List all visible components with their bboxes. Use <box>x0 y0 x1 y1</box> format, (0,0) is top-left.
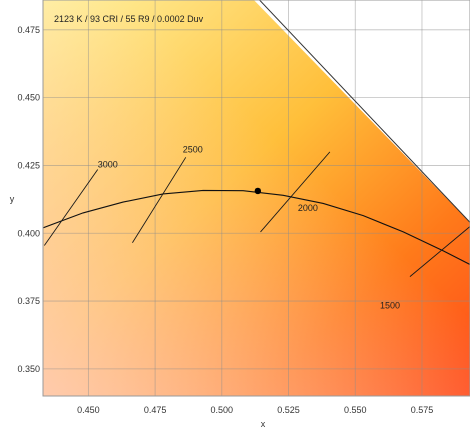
isotherm-lines: 3000 2500 2000 1500 <box>43 144 470 311</box>
y-tick-label: 0.375 <box>17 296 40 306</box>
y-axis-label: y <box>10 194 15 204</box>
measured-point <box>254 187 262 195</box>
x-tick-label: 0.500 <box>211 405 234 415</box>
isotherm-label: 2500 <box>183 144 203 154</box>
isotherm-label: 2000 <box>298 203 318 213</box>
x-tick-label: 0.525 <box>277 405 300 415</box>
y-tick-label: 0.400 <box>17 228 40 238</box>
y-axis-ticks: 0.350 0.375 0.400 0.425 0.450 0.475 <box>17 25 40 374</box>
chart-title: 2123 K / 93 CRI / 55 R9 / 0.0002 Duv <box>54 14 204 24</box>
planckian-locus-line <box>43 189 470 265</box>
isotherm-line <box>43 169 99 246</box>
x-tick-label: 0.575 <box>411 405 434 415</box>
isotherm-line <box>409 226 470 278</box>
isotherm-label: 1500 <box>380 301 400 311</box>
x-axis-label: x <box>261 419 266 429</box>
x-axis-ticks: 0.450 0.475 0.500 0.525 0.550 0.575 <box>77 405 433 415</box>
y-tick-label: 0.350 <box>17 364 40 374</box>
isotherm-line <box>260 151 331 233</box>
y-tick-label: 0.425 <box>17 160 40 170</box>
isotherm-line <box>132 157 187 243</box>
grid-lines <box>43 0 470 396</box>
x-tick-label: 0.550 <box>344 405 367 415</box>
plot-frame <box>42 0 470 397</box>
chromaticity-gamut-fill-overlay <box>43 0 470 396</box>
spectral-locus-edge <box>258 0 470 223</box>
y-tick-label: 0.450 <box>17 93 40 103</box>
y-tick-label: 0.475 <box>17 25 40 35</box>
x-tick-label: 0.450 <box>77 405 100 415</box>
isotherm-label: 3000 <box>98 160 118 170</box>
x-tick-label: 0.475 <box>144 405 167 415</box>
plot-area: 3000 2500 2000 1500 <box>43 0 470 396</box>
